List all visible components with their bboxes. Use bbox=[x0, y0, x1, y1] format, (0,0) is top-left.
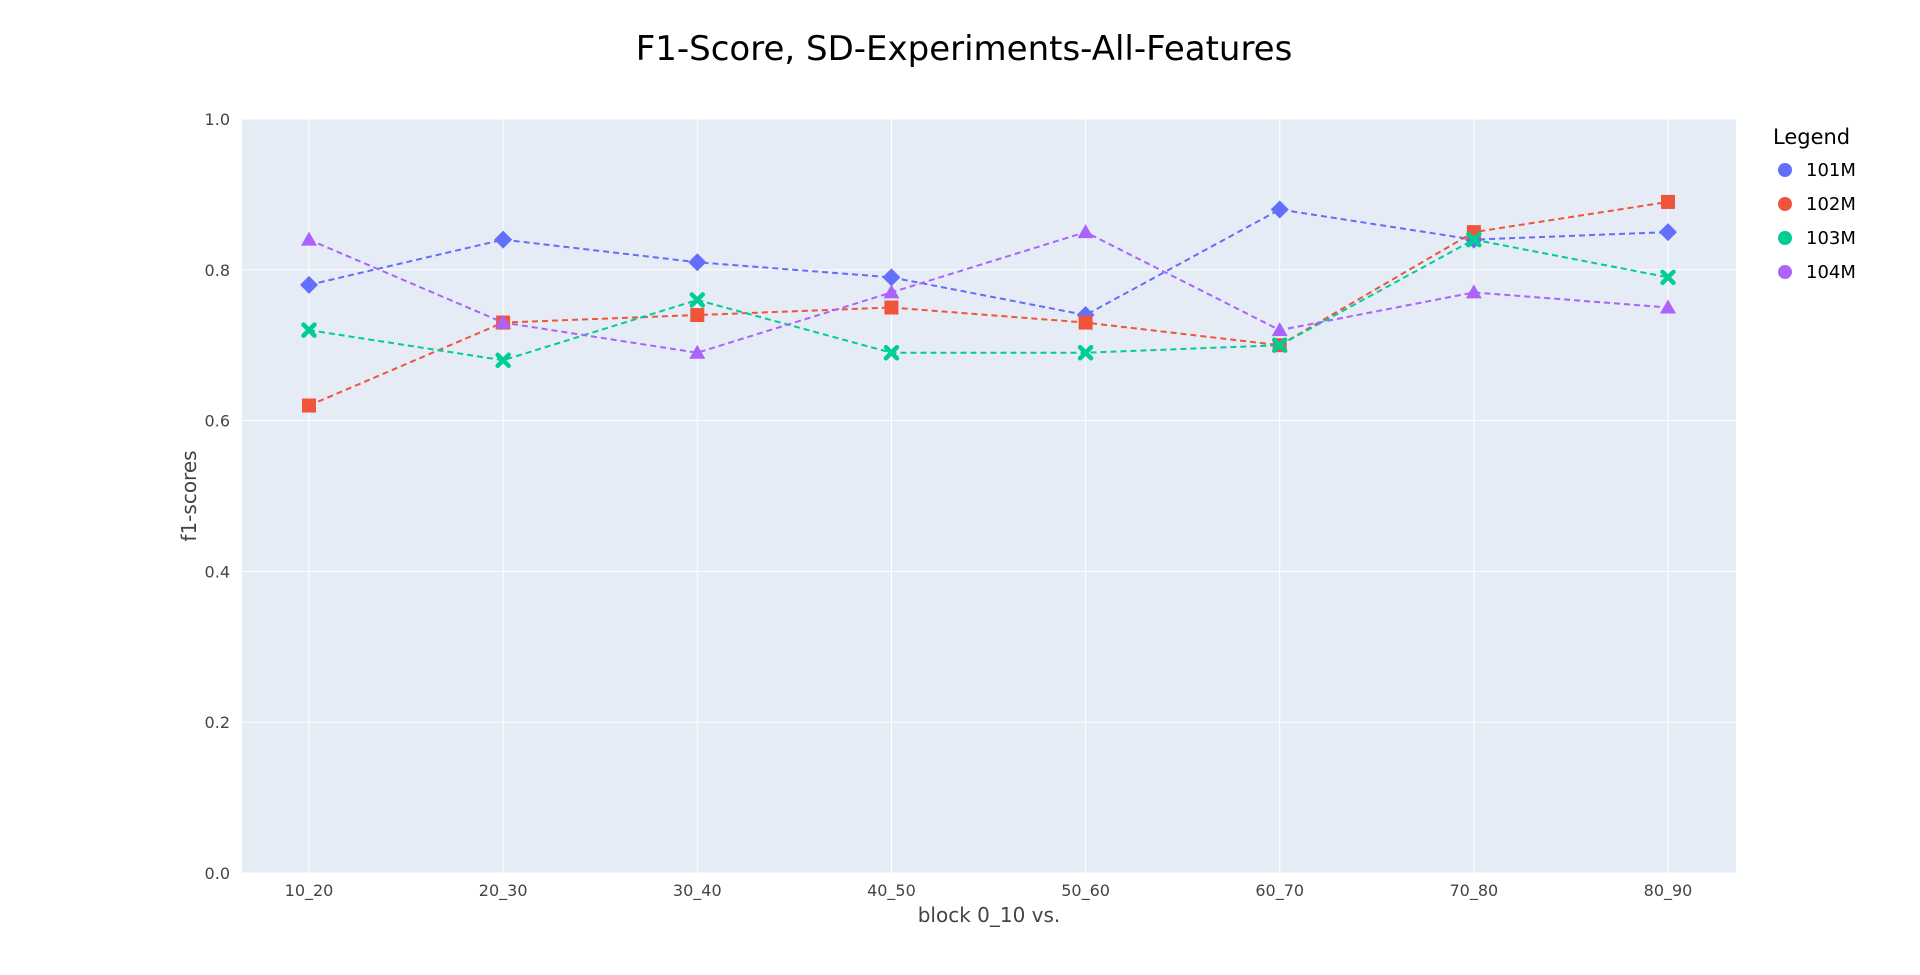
data-point-102M bbox=[690, 308, 705, 323]
legend-label: 104M bbox=[1806, 262, 1856, 283]
series-line-104M bbox=[308, 231, 1669, 354]
data-point-104M bbox=[1465, 284, 1482, 299]
x-tick-label: 20_30 bbox=[479, 881, 528, 901]
y-tick-labels: 0.0 0.2 0.4 0.6 0.8 1.0 bbox=[205, 110, 230, 883]
data-point-104M bbox=[301, 231, 317, 246]
y-tick-label: 0.6 bbox=[205, 412, 230, 431]
series-line-102M bbox=[308, 200, 1669, 407]
data-point-101M bbox=[494, 230, 513, 249]
y-tick-label: 0.2 bbox=[205, 713, 230, 732]
data-point-104M bbox=[1077, 224, 1094, 239]
data-point-104M bbox=[495, 314, 512, 329]
legend-title: Legend bbox=[1773, 125, 1850, 149]
data-point-101M bbox=[300, 275, 318, 294]
legend-item-101M: 101M bbox=[1778, 160, 1856, 181]
data-point-101M bbox=[688, 253, 707, 272]
x-tick-label: 30_40 bbox=[673, 881, 722, 901]
series-line-101M bbox=[308, 208, 1669, 317]
y-tick-label: 0.4 bbox=[205, 562, 230, 581]
y-tick-label: 1.0 bbox=[205, 110, 230, 129]
legend-item-103M: 103M bbox=[1778, 228, 1856, 249]
plot-area bbox=[242, 119, 1736, 873]
data-point-103M bbox=[1271, 337, 1288, 353]
x-tick-labels: 10_20 20_30 30_40 40_50 50_60 60_70 70_80 80_90 bbox=[285, 881, 1693, 901]
x-tick-label: 40_50 bbox=[867, 881, 916, 901]
data-point-104M bbox=[1660, 299, 1676, 314]
data-point-103M bbox=[883, 344, 900, 361]
data-point-101M bbox=[882, 268, 901, 287]
data-point-102M bbox=[884, 300, 899, 315]
legend: Legend 101M 102M 103M 104M bbox=[1773, 125, 1856, 283]
data-point-104M bbox=[883, 284, 900, 299]
series-103M bbox=[301, 231, 1676, 369]
data-point-103M bbox=[1660, 269, 1676, 286]
x-tick-label: 60_70 bbox=[1255, 881, 1304, 901]
chart-title: F1-Score, SD-Experiments-All-Features bbox=[636, 29, 1293, 69]
data-point-102M bbox=[302, 398, 316, 413]
data-point-102M bbox=[1661, 194, 1675, 209]
legend-swatch bbox=[1778, 265, 1792, 279]
data-point-103M bbox=[1466, 231, 1482, 248]
data-point-103M bbox=[689, 292, 706, 308]
x-tick-label: 10_20 bbox=[285, 881, 334, 901]
series-layer bbox=[300, 194, 1677, 413]
legend-item-102M: 102M bbox=[1778, 194, 1856, 215]
series-104M bbox=[301, 224, 1676, 359]
data-point-103M bbox=[1077, 344, 1094, 361]
series-line-103M bbox=[308, 238, 1669, 362]
data-point-104M bbox=[689, 344, 706, 359]
x-tick-label: 70_80 bbox=[1449, 881, 1498, 901]
legend-item-104M: 104M bbox=[1778, 262, 1856, 283]
data-point-104M bbox=[1271, 322, 1288, 337]
y-tick-label: 0.8 bbox=[205, 261, 230, 280]
grid bbox=[242, 118, 1736, 874]
x-tick-label: 50_60 bbox=[1061, 881, 1110, 901]
data-point-102M bbox=[1078, 315, 1093, 330]
legend-swatch bbox=[1778, 231, 1792, 245]
data-point-101M bbox=[1270, 200, 1289, 219]
legend-label: 103M bbox=[1806, 228, 1856, 249]
legend-swatch bbox=[1778, 197, 1792, 211]
x-axis-title: block 0_10 vs. bbox=[918, 903, 1061, 927]
data-point-103M bbox=[301, 322, 317, 338]
legend-label: 102M bbox=[1806, 194, 1856, 215]
legend-label: 101M bbox=[1806, 160, 1856, 181]
legend-swatch bbox=[1778, 163, 1792, 177]
data-point-103M bbox=[495, 352, 511, 369]
y-axis-title: f1-scores bbox=[177, 450, 201, 541]
y-tick-label: 0.0 bbox=[205, 864, 230, 883]
x-tick-label: 80_90 bbox=[1644, 881, 1693, 901]
data-point-101M bbox=[1659, 223, 1677, 242]
